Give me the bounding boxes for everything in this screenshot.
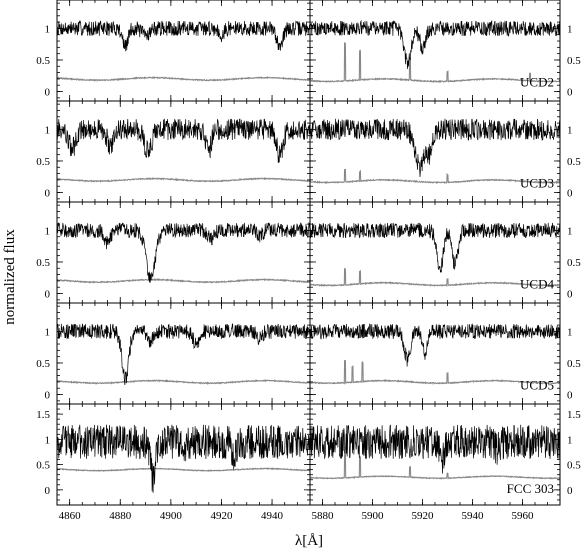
y-tick-label-left: 0 (45, 188, 51, 200)
flux-spectrum-line (310, 424, 560, 474)
panel-label: UCD4 (520, 277, 554, 292)
y-tick-label-right: 0.5 (567, 358, 581, 370)
y-tick-label-right: 1 (567, 225, 573, 237)
x-tick-label: 5960 (512, 510, 535, 522)
error-spectrum-line (57, 467, 310, 472)
flux-spectrum-line (57, 323, 310, 386)
panel-1-left (56, 0, 311, 102)
error-spectrum-line (57, 277, 310, 284)
panel-frame (56, 0, 311, 102)
y-tick-label-right: 1.5 (567, 409, 581, 421)
panel-label: UCD2 (520, 75, 554, 90)
panel-frame (56, 302, 311, 405)
y-tick-label-left: 1 (45, 23, 51, 35)
x-axis-title: λ[Å] (295, 533, 323, 549)
flux-spectrum-line (310, 118, 560, 178)
y-tick-label-right: 1 (567, 434, 573, 446)
y-tick-label-right: 0.5 (567, 55, 581, 67)
error-spectrum-line (310, 451, 560, 480)
flux-spectrum-line (57, 118, 310, 164)
y-tick-label-left: 0.5 (36, 156, 50, 168)
y-tick-label-left: 0 (45, 485, 51, 497)
flux-spectrum-line (310, 323, 560, 367)
error-spectrum-line (310, 267, 560, 288)
y-tick-label-right: 1 (567, 326, 573, 338)
panel-label: FCC 303 (507, 481, 554, 496)
flux-spectrum-line (310, 222, 560, 273)
y-tick-label-left: 0.5 (36, 358, 50, 370)
panel-2-left (56, 100, 311, 203)
x-tick-label: 5940 (462, 510, 485, 522)
panel-frame (56, 201, 311, 304)
y-tick-label-right: 0 (567, 289, 573, 301)
y-tick-label-left: 1 (45, 434, 51, 446)
x-tick-label: 5900 (362, 510, 385, 522)
flux-spectrum-line (57, 20, 310, 52)
panel-5-left: 4860 4880 4900 4920 4940 (56, 403, 311, 522)
error-spectrum-line (57, 176, 310, 184)
error-spectrum-line (57, 76, 310, 82)
x-tick-label: 4880 (109, 510, 132, 522)
x-tick-label: 4920 (210, 510, 233, 522)
error-spectrum-line (310, 359, 560, 386)
panel-5-right: 5880 5900 5920 5940 5960 (309, 403, 561, 522)
y-tick-label-left: 0 (45, 390, 51, 402)
y-tick-label-left: 0 (45, 87, 51, 99)
error-spectrum-line (57, 378, 310, 386)
flux-spectrum-line (57, 222, 310, 283)
y-axis-title: normalized flux (2, 229, 18, 325)
x-tick-label: 4900 (160, 510, 183, 522)
x-tick-label: 4860 (59, 510, 82, 522)
panel-label: UCD3 (520, 176, 554, 191)
error-spectrum-line (310, 42, 560, 84)
y-tick-label-left: 0.5 (36, 257, 50, 269)
y-tick-label-left: 1 (45, 225, 51, 237)
y-tick-label-right: 0 (567, 485, 573, 497)
error-spectrum-line (310, 168, 560, 185)
y-tick-label-left: 0.5 (36, 460, 50, 472)
panel-frame (56, 100, 311, 203)
panel-4-left (56, 302, 311, 405)
y-tick-label-right: 0 (567, 390, 573, 402)
flux-spectrum-line (57, 424, 310, 493)
y-tick-label-right: 0.5 (567, 257, 581, 269)
y-tick-label-right: 0.5 (567, 460, 581, 472)
y-tick-label-left: 0 (45, 289, 51, 301)
panel-grid: 0 0 0.5 0.5 1 1 UCD2 0 0 0.5 0.5 1 1 UCD3 0 0 0.5 0.5 1 1 UC… (36, 0, 581, 522)
y-tick-label-left: 0.5 (36, 55, 50, 67)
y-tick-label-right: 0 (567, 87, 573, 99)
y-tick-label-right: 0.5 (567, 156, 581, 168)
x-tick-label: 5920 (412, 510, 435, 522)
panel-label: UCD5 (520, 378, 554, 393)
y-tick-label-left: 1 (45, 326, 51, 338)
y-tick-label-right: 1 (567, 23, 573, 35)
flux-spectrum-line (310, 19, 560, 70)
y-tick-label-right: 1 (567, 124, 573, 136)
panel-3-left (56, 201, 311, 304)
y-tick-label-left: 1.5 (36, 409, 50, 421)
x-tick-label: 5880 (312, 510, 335, 522)
y-tick-label-right: 0 (567, 188, 573, 200)
x-tick-label: 4940 (261, 510, 284, 522)
y-tick-label-left: 1 (45, 124, 51, 136)
